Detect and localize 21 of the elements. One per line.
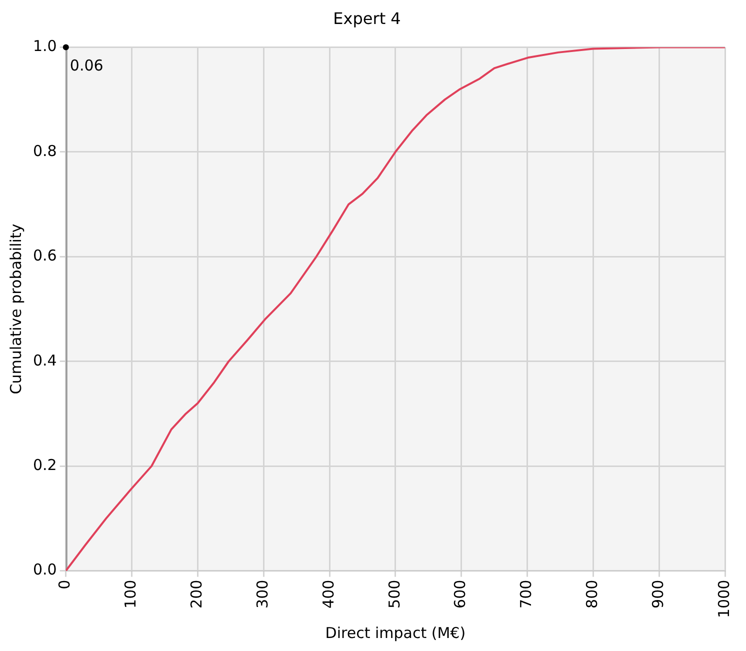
x-tick-label: 0: [56, 580, 74, 590]
x-tick-label: 400: [319, 580, 338, 608]
x-tick-label: 500: [385, 580, 404, 608]
y-tick-label: 0.0: [32, 560, 57, 579]
x-tick-label: 1000: [714, 580, 733, 618]
y-tick-label: 0.2: [32, 456, 57, 474]
x-axis-title: Direct impact (M€): [325, 624, 466, 642]
x-tick-label: 600: [451, 580, 470, 608]
x-tick-label: 900: [648, 580, 667, 608]
x-tick-label: 200: [188, 580, 206, 608]
y-tick-label: 0.8: [32, 142, 57, 160]
chart-title: Expert 4: [333, 8, 401, 28]
y-tick-label: 0.6: [32, 246, 57, 265]
x-tick-label: 700: [517, 580, 536, 608]
y-axis-title: Cumulative probability: [6, 224, 25, 394]
y-tick-label: 1.0: [32, 37, 57, 56]
x-tick-label: 300: [253, 580, 272, 608]
x-tick-label: 100: [122, 580, 140, 608]
ref-line-label: 0.06: [70, 56, 104, 75]
y-tick-label: 0.4: [32, 351, 57, 370]
x-tick-label: 800: [583, 580, 602, 608]
